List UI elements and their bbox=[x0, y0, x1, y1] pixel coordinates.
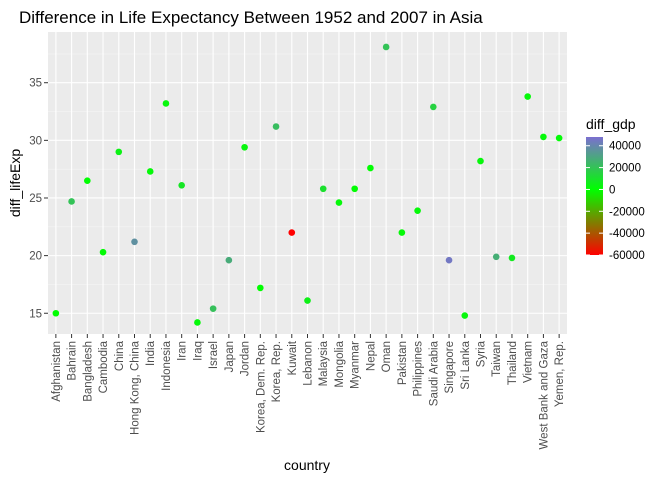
x-tick-label: Sri Lanka bbox=[460, 340, 472, 389]
legend-title: diff_gdp bbox=[586, 116, 636, 132]
x-tick-label: Korea, Dem. Rep. bbox=[255, 341, 267, 433]
x-tick-label: Yemen, Rep. bbox=[554, 341, 566, 407]
x-tick-label: Iran bbox=[177, 341, 189, 361]
x-tick-label: Pakistan bbox=[397, 341, 409, 385]
data-point bbox=[241, 143, 248, 151]
y-axis-title: diff_lifeExp bbox=[7, 149, 23, 217]
data-point bbox=[445, 256, 453, 264]
data-point bbox=[84, 177, 91, 184]
data-point bbox=[225, 256, 233, 264]
x-tick-label: Korea, Rep. bbox=[271, 341, 283, 402]
data-point bbox=[319, 185, 327, 193]
data-point bbox=[194, 319, 201, 326]
x-tick-label: Afghanistan bbox=[51, 341, 63, 402]
legend-label: 20000 bbox=[609, 163, 641, 175]
x-tick-label: Bahrain bbox=[67, 341, 79, 381]
data-point bbox=[68, 198, 75, 205]
data-point bbox=[492, 253, 500, 261]
x-tick-label: Indonesia bbox=[161, 340, 173, 390]
x-tick-label: Iraq bbox=[192, 341, 204, 361]
x-tick-label: Taiwan bbox=[491, 341, 503, 377]
x-tick-label: Myanmar bbox=[350, 341, 362, 389]
x-tick-label: Singapore bbox=[444, 341, 456, 393]
data-point bbox=[461, 312, 469, 319]
y-tick-label: 35 bbox=[29, 78, 42, 90]
data-point bbox=[257, 284, 264, 292]
y-tick-label: 20 bbox=[29, 251, 42, 263]
data-point bbox=[115, 148, 123, 156]
x-tick-label: Cambodia bbox=[98, 340, 110, 393]
data-point bbox=[162, 100, 170, 107]
data-point bbox=[131, 238, 138, 246]
x-axis: Afghanistan Bahrain Bangladesh Cambodia Chin… bbox=[51, 334, 566, 449]
x-axis-title: country bbox=[284, 457, 330, 473]
x-tick-label: Syria bbox=[476, 340, 488, 367]
x-tick-label: Jordan bbox=[240, 341, 252, 376]
data-point bbox=[540, 133, 547, 141]
legend-label: -60000 bbox=[609, 250, 645, 262]
grid-lines bbox=[48, 32, 567, 334]
data-point bbox=[477, 157, 484, 165]
data-point bbox=[178, 182, 185, 189]
legend-colorbar bbox=[586, 137, 603, 255]
y-tick-label: 25 bbox=[29, 193, 42, 205]
data-point bbox=[382, 43, 390, 51]
x-tick-label: Hong Kong, China bbox=[130, 340, 142, 435]
data-point bbox=[304, 297, 311, 304]
x-tick-label: Mongolia bbox=[334, 340, 346, 387]
legend-label: -20000 bbox=[609, 206, 645, 218]
data-point bbox=[430, 103, 437, 111]
x-tick-label: Malaysia bbox=[318, 340, 330, 386]
x-tick-label: Nepal bbox=[365, 341, 377, 371]
legend-ticks: 40000 20000 0 -20000 -40000 -60000 bbox=[586, 141, 645, 262]
legend: diff_gdp 40000 20000 0 -20000 -40000 -60000 bbox=[586, 116, 645, 262]
data-point bbox=[99, 248, 107, 256]
x-tick-label: West Bank and Gaza bbox=[538, 340, 550, 449]
legend-label: 40000 bbox=[609, 141, 641, 153]
data-point bbox=[398, 229, 406, 236]
data-point bbox=[209, 305, 217, 312]
y-tick-label: 30 bbox=[29, 135, 42, 147]
x-tick-label: Oman bbox=[381, 341, 393, 372]
data-point bbox=[555, 134, 563, 142]
data-point bbox=[146, 168, 154, 175]
y-axis: 15 20 25 30 35 bbox=[29, 78, 48, 320]
data-point bbox=[272, 123, 280, 130]
x-tick-label: Thailand bbox=[507, 341, 519, 385]
y-tick-label: 15 bbox=[29, 308, 42, 320]
chart-title: Difference in Life Expectancy Between 19… bbox=[19, 8, 483, 27]
legend-label: -40000 bbox=[609, 228, 645, 240]
data-point bbox=[367, 164, 374, 172]
x-tick-label: Vietnam bbox=[523, 341, 535, 383]
data-points bbox=[52, 43, 563, 326]
data-point bbox=[414, 207, 421, 214]
x-tick-label: India bbox=[145, 340, 157, 366]
x-tick-label: Kuwait bbox=[287, 340, 299, 375]
x-tick-label: Japan bbox=[224, 341, 236, 372]
data-point bbox=[52, 309, 60, 317]
x-tick-label: Israel bbox=[208, 341, 220, 369]
data-point bbox=[508, 254, 516, 262]
data-point bbox=[335, 199, 343, 206]
legend-label: 0 bbox=[609, 184, 615, 196]
x-tick-label: Lebanon bbox=[303, 341, 315, 386]
data-point bbox=[288, 229, 296, 236]
x-tick-label: Saudi Arabia bbox=[428, 340, 440, 406]
data-point bbox=[524, 93, 531, 100]
x-tick-label: China bbox=[114, 340, 126, 371]
x-tick-label: Bangladesh bbox=[82, 341, 94, 402]
data-point bbox=[351, 185, 358, 193]
x-tick-label: Philippines bbox=[413, 341, 425, 397]
